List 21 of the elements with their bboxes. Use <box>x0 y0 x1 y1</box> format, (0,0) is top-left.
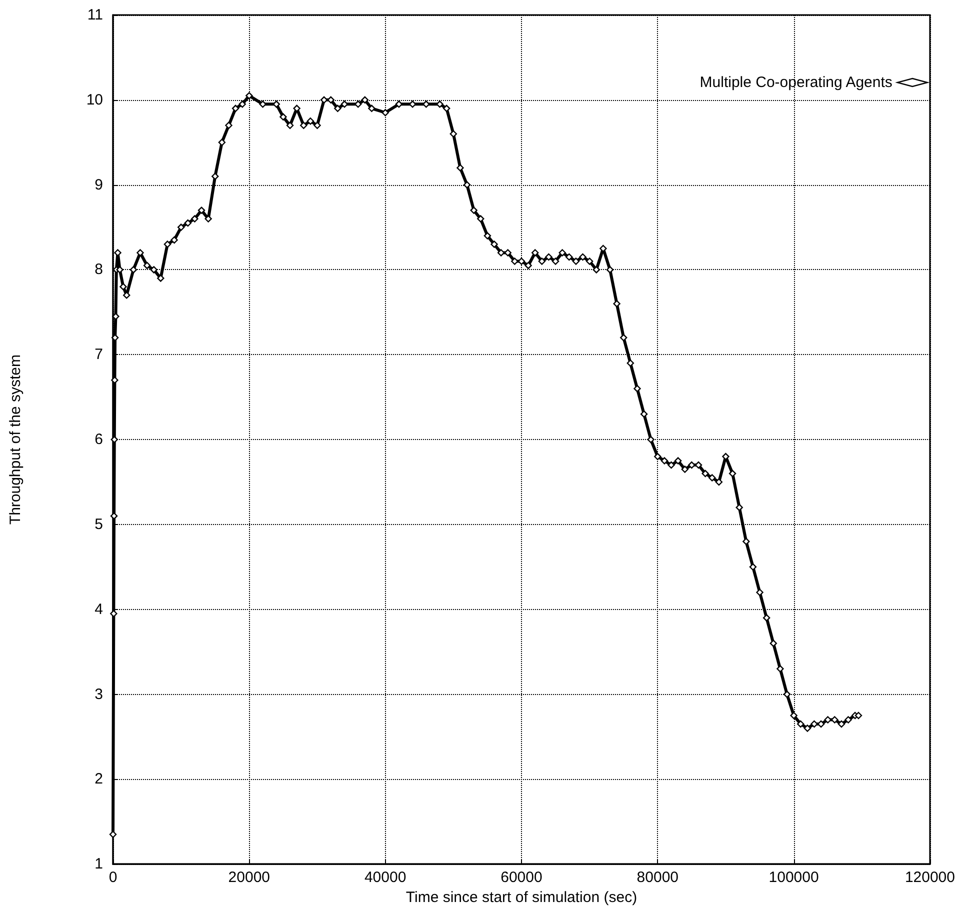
y-tick-label: 5 <box>94 516 103 533</box>
x-tick-label: 0 <box>108 869 118 886</box>
y-tick-label: 2 <box>94 770 103 788</box>
y-tick-label: 3 <box>94 686 103 703</box>
y-tick-label: 8 <box>94 261 103 278</box>
x-axis-title: Time since start of simulation (sec) <box>406 889 638 906</box>
y-tick-label: 6 <box>94 431 103 448</box>
legend-label: Multiple Co-operating Agents <box>700 74 892 91</box>
x-tick-label: 80000 <box>636 869 679 886</box>
x-tick-label: 120000 <box>904 869 956 886</box>
y-tick-label: 4 <box>94 600 103 618</box>
y-tick-label: 10 <box>86 91 103 108</box>
x-tick-label: 40000 <box>364 869 406 886</box>
y-tick-label: 11 <box>87 6 103 24</box>
y-tick-label: 9 <box>94 176 103 194</box>
y-tick-label: 7 <box>94 346 103 364</box>
x-tick-label: 20000 <box>228 869 270 886</box>
x-tick-label: 100000 <box>768 869 819 886</box>
y-tick-label: 1 <box>94 856 103 873</box>
x-tick-label: 60000 <box>500 869 542 886</box>
y-axis-title: Throughput of the system <box>7 354 24 525</box>
